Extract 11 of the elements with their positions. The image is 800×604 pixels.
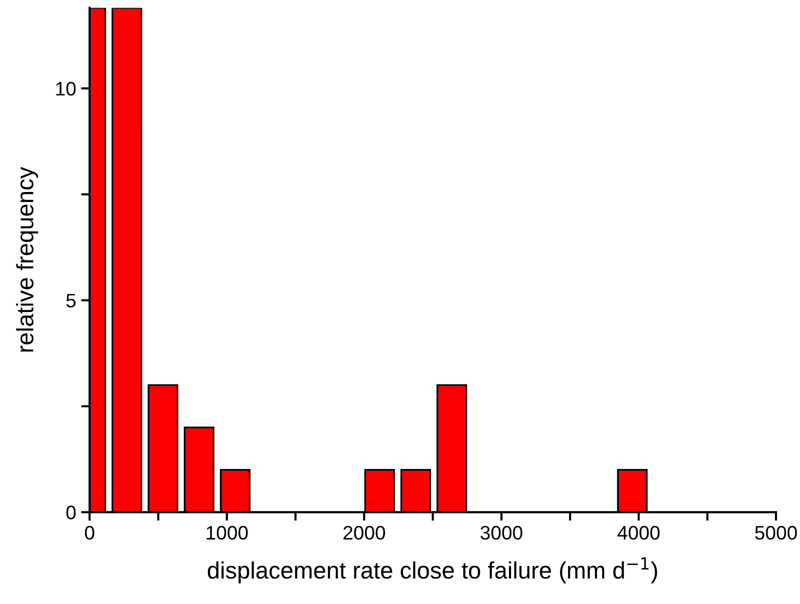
y-tick-label: 10: [56, 82, 76, 96]
x-tick-label: 5000: [755, 526, 797, 540]
x-tick-label: 0: [84, 526, 94, 540]
y-axis-title: relative frequency: [16, 166, 38, 352]
x-axis-title: displacement rate close to failure (mm d$^{−1}$): [208, 557, 658, 584]
y-tick-label: 5: [66, 294, 76, 308]
y-tick-label: 0: [66, 506, 76, 520]
x-tick-label: 2000: [344, 526, 386, 540]
x-tick-label: 4000: [618, 526, 660, 540]
x-tick-label: 3000: [480, 526, 522, 540]
x-tick-label: 1000: [206, 526, 248, 540]
